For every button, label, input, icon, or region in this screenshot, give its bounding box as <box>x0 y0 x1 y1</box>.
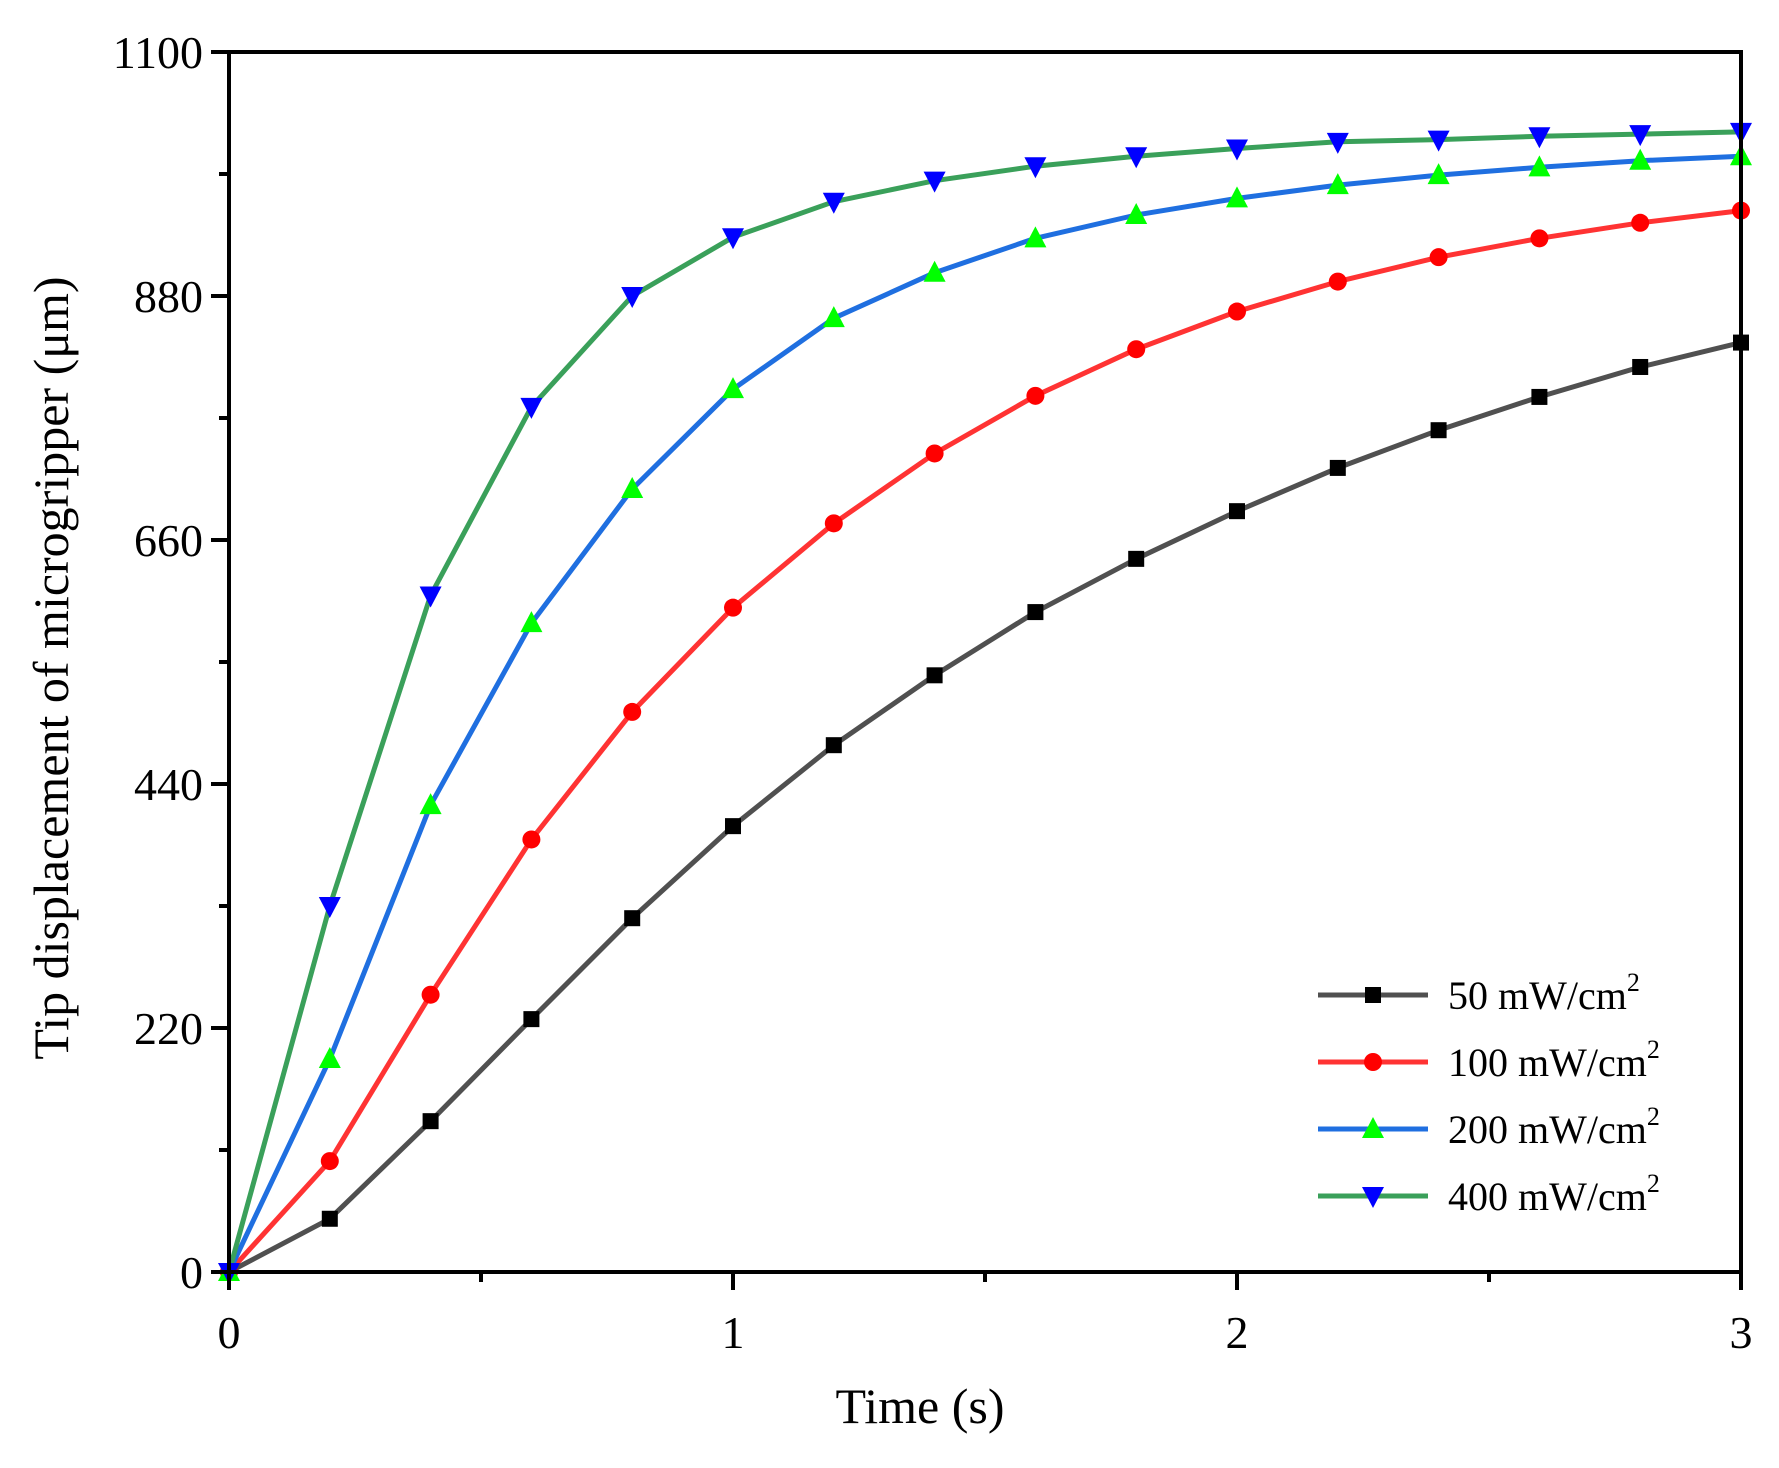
y-tick-label: 440 <box>134 759 203 810</box>
data-point-s4-7 <box>923 171 946 193</box>
data-point-s3-6 <box>822 306 845 328</box>
x-tick-label: 0 <box>218 1307 241 1358</box>
data-point-s1-3 <box>523 1011 540 1028</box>
series-line-4 <box>226 129 1744 1275</box>
x-axis-title: Time (s) <box>835 1378 1004 1434</box>
data-point-s3-12 <box>1427 163 1450 185</box>
data-point-s3-4 <box>621 476 644 498</box>
data-point-s1-5 <box>725 818 741 835</box>
data-point-s2-2 <box>421 985 440 1004</box>
data-point-s1-9 <box>1128 550 1145 567</box>
data-point-s4-10 <box>1226 139 1248 161</box>
legend-label-4: 400 mW/cm2 <box>1448 1169 1660 1219</box>
data-point-s3-9 <box>1125 203 1148 225</box>
data-point-s2-10 <box>1228 302 1246 321</box>
data-point-s4-11 <box>1326 132 1349 154</box>
data-point-s2-13 <box>1530 229 1549 248</box>
legend-label-text: 200 mW/cm <box>1448 1107 1647 1152</box>
data-point-s1-6 <box>825 737 842 754</box>
data-point-s3-3 <box>520 611 543 633</box>
data-point-s4-2 <box>419 586 442 608</box>
data-point-s2-3 <box>522 830 541 849</box>
data-point-s1-4 <box>624 910 641 927</box>
data-point-s4-14 <box>1629 125 1652 147</box>
data-point-s3-5 <box>722 377 744 399</box>
data-point-s1-8 <box>1027 604 1044 621</box>
legend-label-text: 100 mW/cm <box>1448 1040 1647 1085</box>
data-point-s1-11 <box>1329 459 1346 476</box>
data-point-s2-12 <box>1429 248 1448 267</box>
series-line-3 <box>226 153 1744 1275</box>
data-point-s4-3 <box>520 397 543 419</box>
data-point-s2-4 <box>623 702 642 721</box>
data-point-s1-10 <box>1229 503 1245 520</box>
data-point-s4-9 <box>1125 147 1148 169</box>
legend-label-text: 50 mW/cm <box>1448 973 1627 1018</box>
y-tick-label: 1100 <box>113 27 203 78</box>
legend-marker-4 <box>1362 1187 1384 1208</box>
y-tick-label: 880 <box>134 271 203 322</box>
series-line-1 <box>226 340 1744 1275</box>
legend-label-superscript: 2 <box>1647 1102 1660 1131</box>
y-tick-label: 0 <box>180 1247 203 1298</box>
y-tick-label: 220 <box>134 1003 203 1054</box>
data-point-s1-13 <box>1531 388 1548 405</box>
data-point-s3-13 <box>1528 155 1551 177</box>
legend-marker-2 <box>1364 1053 1382 1071</box>
data-point-s1-1 <box>321 1210 338 1227</box>
legend-label-superscript: 2 <box>1647 1035 1660 1064</box>
data-point-s1-2 <box>422 1113 439 1130</box>
data-point-s2-1 <box>320 1152 339 1171</box>
data-point-s2-7 <box>925 444 944 463</box>
data-point-s3-8 <box>1024 226 1047 248</box>
legend-label-superscript: 2 <box>1627 968 1640 997</box>
legend-marker-1 <box>1365 987 1381 1003</box>
data-point-s4-8 <box>1024 157 1047 179</box>
data-point-s1-12 <box>1430 422 1447 439</box>
data-point-s2-6 <box>824 514 843 533</box>
data-point-s2-9 <box>1127 340 1146 359</box>
x-tick-label: 3 <box>1730 1307 1753 1358</box>
plot-frame <box>227 50 1743 1274</box>
series-line-2 <box>226 208 1744 1275</box>
data-point-s3-1 <box>318 1047 341 1069</box>
data-point-s3-11 <box>1326 173 1349 195</box>
data-point-s4-5 <box>722 228 744 250</box>
data-point-s1-14 <box>1632 358 1649 375</box>
x-tick-label: 1 <box>722 1307 745 1358</box>
data-point-s4-4 <box>621 287 644 308</box>
data-point-s3-2 <box>419 793 442 815</box>
data-point-s3-7 <box>923 260 946 282</box>
data-point-s4-12 <box>1427 130 1450 152</box>
y-axis-title: Tip displacement of microgripper (μm) <box>23 276 79 1059</box>
data-point-s1-7 <box>926 667 943 684</box>
x-tick-label: 2 <box>1226 1307 1249 1358</box>
legend-label-superscript: 2 <box>1647 1169 1660 1198</box>
data-point-s2-8 <box>1026 386 1045 405</box>
legend-label-1: 50 mW/cm2 <box>1448 968 1640 1018</box>
data-point-s2-5 <box>724 598 742 617</box>
y-tick-label: 660 <box>134 515 203 566</box>
data-point-s3-14 <box>1629 148 1652 170</box>
data-point-s4-6 <box>822 192 845 214</box>
legend-label-2: 100 mW/cm2 <box>1448 1035 1660 1085</box>
legend-label-text: 400 mW/cm <box>1448 1174 1647 1219</box>
legend-marker-3 <box>1362 1117 1384 1138</box>
legend-label-3: 200 mW/cm2 <box>1448 1102 1660 1152</box>
data-point-s4-13 <box>1528 127 1551 149</box>
data-point-s4-1 <box>318 897 341 918</box>
data-point-s3-10 <box>1226 186 1248 208</box>
data-point-s2-11 <box>1328 272 1347 291</box>
data-point-s2-14 <box>1631 213 1650 232</box>
